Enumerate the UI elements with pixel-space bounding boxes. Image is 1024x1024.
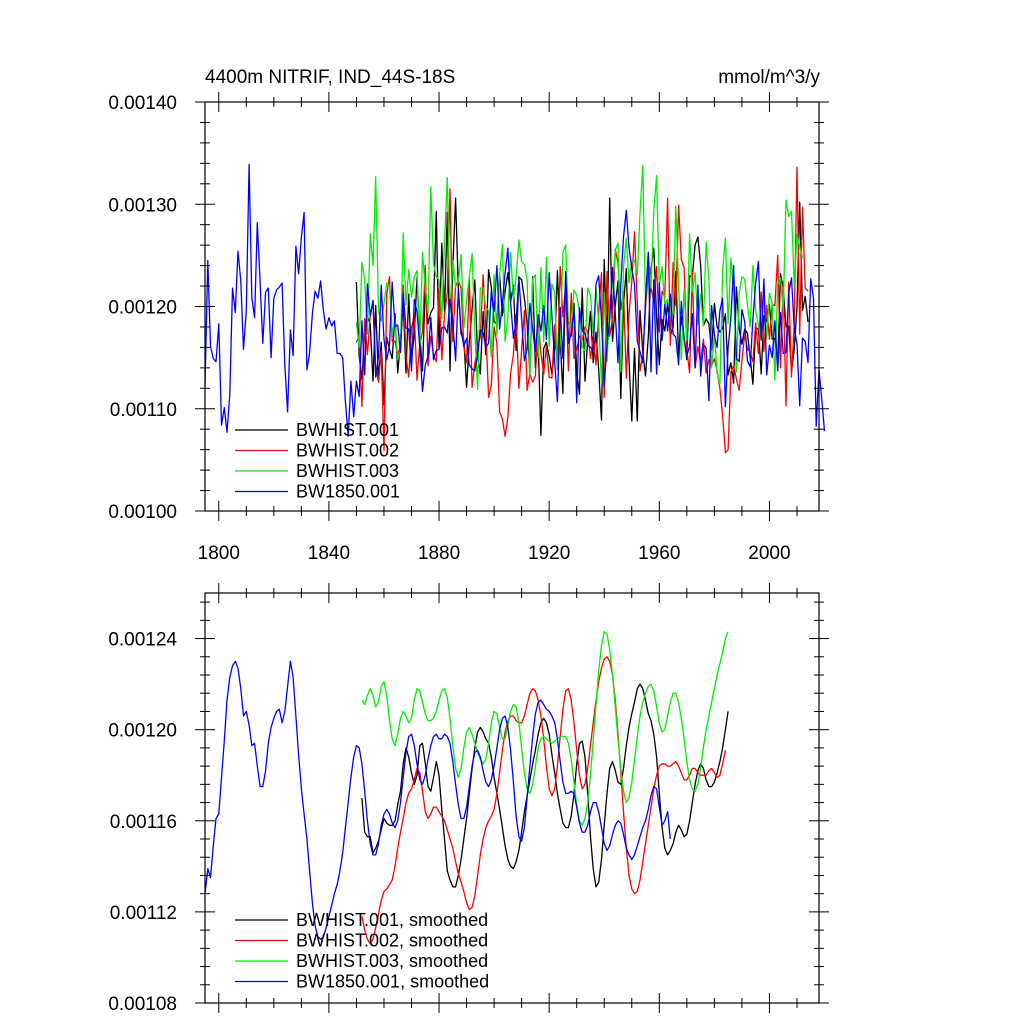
top-y-tick-label: 0.00120 — [108, 298, 177, 319]
top-x-tick-label: 1960 — [638, 543, 680, 564]
bottom-legend-label-2: BWHIST.002, smoothed — [296, 931, 488, 951]
bottom-series-line-2 — [361, 656, 727, 945]
top-series-line-4 — [204, 163, 826, 438]
top-legend-label-2: BWHIST.002 — [296, 441, 399, 461]
top-chart-title: 4400m NITRIF, IND_44S-18S — [205, 67, 455, 88]
top-y-tick-label: 0.00130 — [108, 195, 177, 216]
bottom-chart-frame — [204, 592, 820, 1004]
bottom-chart-panel: 0.00108 0.00112 0.00116 0.00120 0.00124 BWHI… — [108, 583, 829, 1015]
top-y-tick-label: 0.00140 — [108, 93, 177, 114]
top-legend-label-4: BW1850.001 — [296, 482, 400, 502]
top-chart-series-group — [204, 163, 826, 454]
bottom-legend-label-1: BWHIST.001, smoothed — [296, 910, 488, 930]
top-chart-units: mmol/m^3/y — [718, 67, 820, 88]
bottom-legend-label-4: BW1850.001, smoothed — [296, 972, 489, 992]
bottom-y-tick-label: 0.00108 — [108, 994, 177, 1015]
top-chart-ticks: 1800 1840 1880 1920 1960 2000 0.00100 0.00110 0.… — [108, 92, 829, 564]
top-x-tick-label: 1880 — [418, 543, 460, 564]
bottom-series-line-4 — [204, 660, 671, 940]
bottom-chart-ticks: 0.00108 0.00112 0.00116 0.00120 0.00124 — [108, 583, 829, 1015]
top-x-tick-label: 1920 — [528, 543, 570, 564]
top-x-tick-label: 1800 — [198, 543, 240, 564]
top-chart-panel: 4400m NITRIF, IND_44S-18S mmol/m^3/y 180… — [108, 67, 829, 564]
top-y-tick-label: 0.00100 — [108, 502, 177, 523]
bottom-y-tick-label: 0.00120 — [108, 721, 177, 742]
top-legend-label-3: BWHIST.003 — [296, 461, 399, 481]
bottom-series-line-1 — [361, 683, 729, 888]
bottom-series-line-3 — [361, 631, 729, 826]
bottom-y-tick-label: 0.00116 — [110, 812, 177, 833]
bottom-legend-label-3: BWHIST.003, smoothed — [296, 951, 488, 971]
top-legend-label-1: BWHIST.001 — [296, 420, 399, 440]
bottom-y-tick-label: 0.00112 — [110, 903, 177, 924]
top-y-tick-label: 0.00110 — [110, 400, 177, 421]
top-x-tick-label: 1840 — [308, 543, 350, 564]
top-x-tick-label: 2000 — [748, 543, 790, 564]
bottom-chart-series-group — [204, 631, 729, 945]
bottom-y-tick-label: 0.00124 — [108, 630, 177, 651]
top-series-line-1 — [355, 197, 809, 436]
